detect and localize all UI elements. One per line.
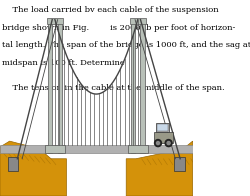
FancyBboxPatch shape <box>58 20 62 153</box>
Text: midspan is 100 ft. Determine: midspan is 100 ft. Determine <box>2 59 125 67</box>
Polygon shape <box>126 141 193 196</box>
FancyBboxPatch shape <box>0 145 193 153</box>
FancyBboxPatch shape <box>8 157 18 171</box>
FancyBboxPatch shape <box>45 145 65 153</box>
FancyBboxPatch shape <box>128 145 148 153</box>
FancyBboxPatch shape <box>47 18 63 24</box>
FancyBboxPatch shape <box>156 123 168 132</box>
FancyBboxPatch shape <box>130 18 146 24</box>
FancyBboxPatch shape <box>0 114 193 196</box>
FancyBboxPatch shape <box>174 157 185 171</box>
FancyBboxPatch shape <box>131 20 135 153</box>
Text: tal length. The span of the bridge is 1000 ft, and the sag at: tal length. The span of the bridge is 10… <box>2 41 250 49</box>
Text: bridge shown in Fig.        is 2000 lb per foot of horizon-: bridge shown in Fig. is 2000 lb per foot… <box>2 24 235 32</box>
Polygon shape <box>0 141 66 196</box>
FancyBboxPatch shape <box>157 124 168 131</box>
FancyBboxPatch shape <box>154 132 174 143</box>
Circle shape <box>156 142 160 145</box>
Circle shape <box>167 142 170 145</box>
Text: The load carried bv each cable of the suspension: The load carried bv each cable of the su… <box>2 6 218 14</box>
Circle shape <box>165 140 172 147</box>
FancyBboxPatch shape <box>140 20 145 153</box>
FancyBboxPatch shape <box>48 20 52 153</box>
Circle shape <box>154 140 162 147</box>
Text: The tension in the cable at the middle of the span.: The tension in the cable at the middle o… <box>2 84 224 92</box>
